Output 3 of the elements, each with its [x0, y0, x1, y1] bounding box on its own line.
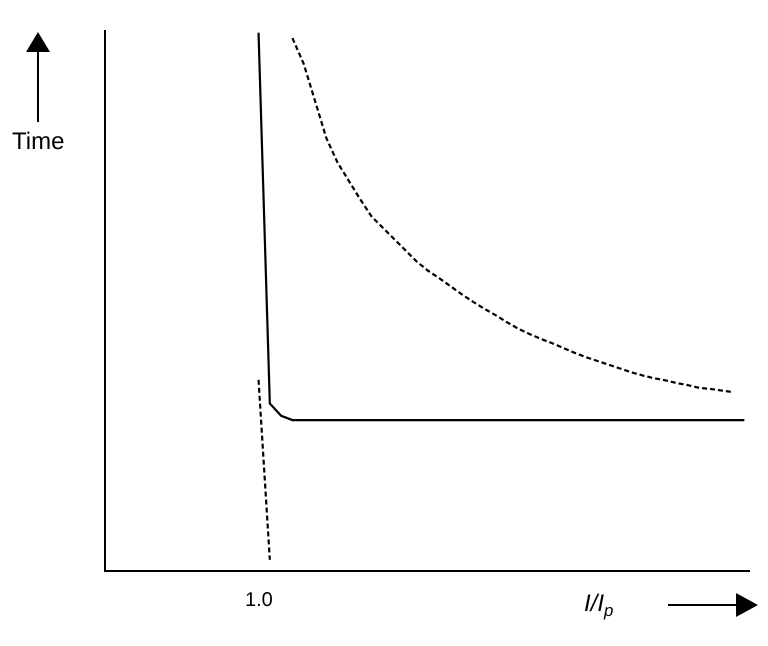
- y-axis-title: Time: [12, 128, 64, 155]
- text: 1.0: [245, 589, 273, 611]
- x-axis-title: I/I$_{p}$: [584, 590, 614, 620]
